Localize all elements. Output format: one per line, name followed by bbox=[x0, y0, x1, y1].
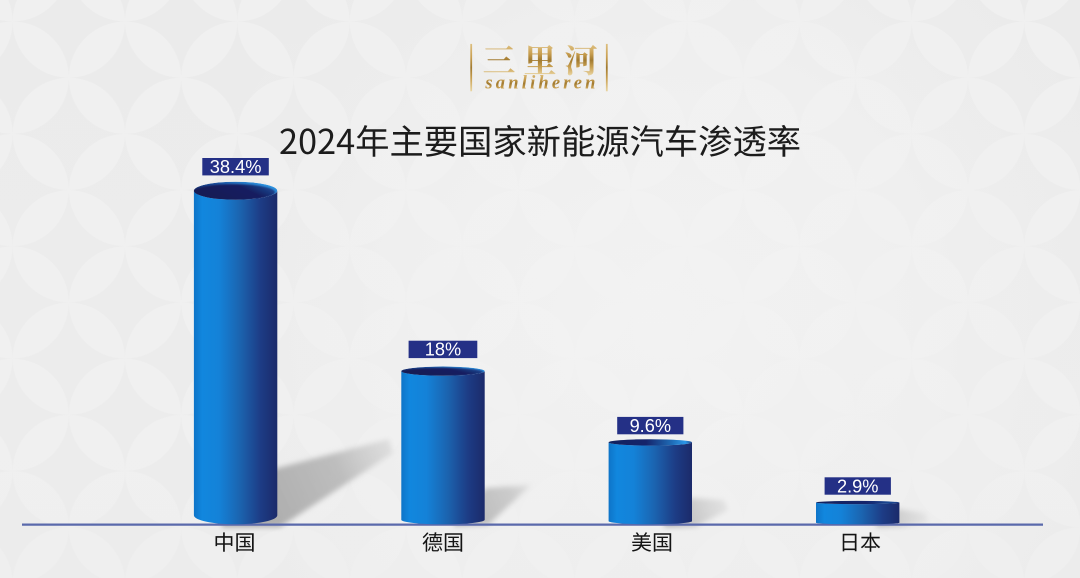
svg-text:38.4%: 38.4% bbox=[210, 157, 262, 177]
svg-text:2.9%: 2.9% bbox=[837, 476, 878, 496]
svg-text:18%: 18% bbox=[425, 340, 461, 360]
svg-text:sanliheren: sanliheren bbox=[484, 74, 598, 94]
svg-text:9.6%: 9.6% bbox=[630, 416, 671, 436]
